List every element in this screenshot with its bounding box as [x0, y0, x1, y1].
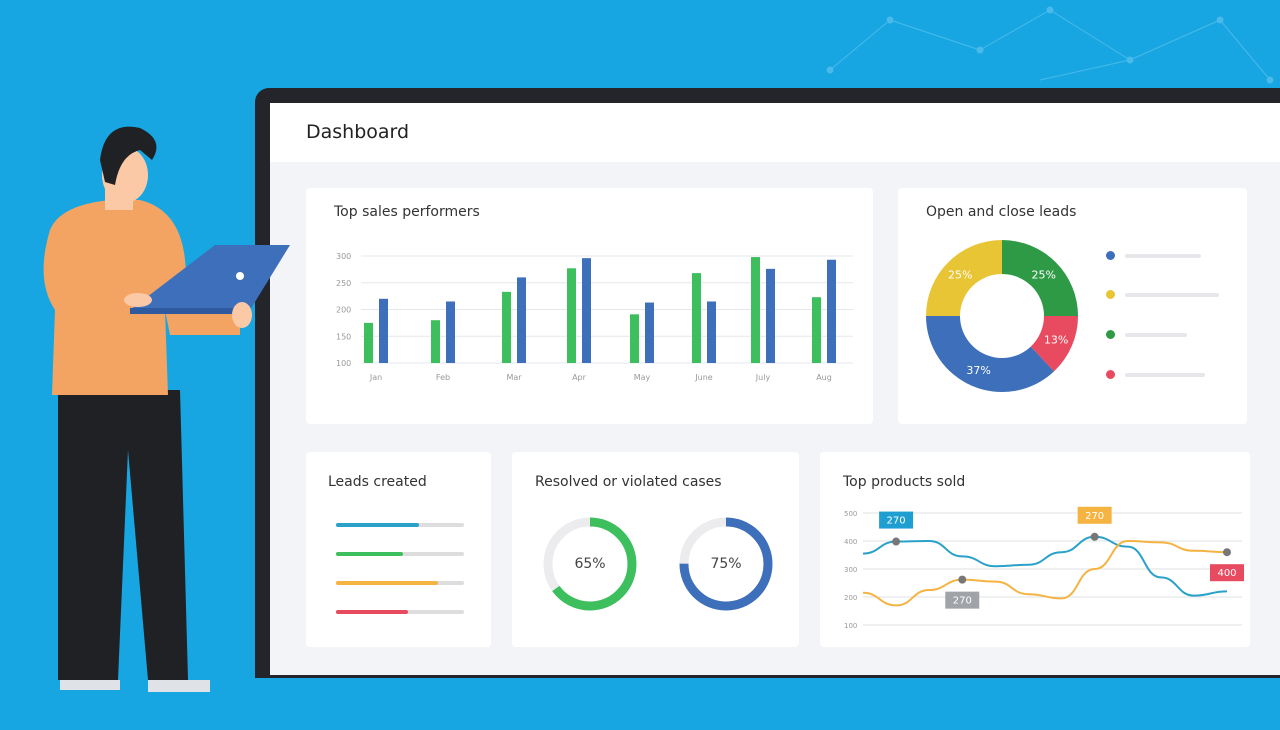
- slice-label: 37%: [966, 364, 990, 377]
- bar: [766, 268, 775, 363]
- data-label-box: [1077, 506, 1112, 524]
- sales-bar-chart: 300 250 200 150 100 Jan Feb Mar Apr May June July Au…: [336, 252, 853, 382]
- bar: [431, 320, 440, 363]
- x-tick-label: Apr: [572, 373, 587, 382]
- lead-progress-bar: [336, 581, 464, 585]
- cases-card: Resolved or violated cases 65% 75%: [512, 452, 799, 647]
- bar: [827, 259, 836, 363]
- sales-card: Top sales performers 300 250 200 150 100 Jan F…: [306, 188, 873, 424]
- bar: [630, 314, 639, 363]
- y-tick-label: 100: [844, 622, 857, 630]
- bar: [502, 291, 511, 363]
- x-tick-label: Aug: [816, 373, 832, 382]
- bar: [364, 322, 373, 363]
- x-tick-label: June: [694, 373, 713, 382]
- y-tick-label: 300: [844, 566, 857, 574]
- products-card: Top products sold 500 400 300 200 100 270 270 2…: [820, 452, 1250, 647]
- bar: [707, 301, 716, 363]
- bar: [751, 257, 760, 363]
- series-line: [862, 535, 1228, 597]
- data-point: [958, 575, 967, 584]
- y-tick-label: 400: [844, 538, 857, 546]
- legend-item: [1106, 251, 1201, 260]
- x-tick-label: Feb: [436, 373, 450, 382]
- donut-slice: [926, 240, 1002, 316]
- progress-fill: [336, 581, 439, 585]
- header: Dashboard: [270, 103, 1280, 162]
- y-tick-label: 300: [336, 252, 351, 261]
- bar: [645, 302, 654, 363]
- leads-card: Open and close leads 25% 13% 37% 25%: [898, 188, 1247, 424]
- data-label-box: [945, 591, 980, 609]
- bar: [379, 298, 388, 363]
- x-tick-label: July: [755, 373, 771, 382]
- data-label-box: [1210, 564, 1244, 582]
- legend-item: [1106, 370, 1205, 379]
- card-title: Resolved or violated cases: [535, 474, 722, 490]
- progress-fill: [336, 552, 403, 556]
- y-tick-label: 200: [336, 306, 351, 315]
- donut-slice: [1002, 240, 1078, 316]
- bar: [692, 273, 701, 363]
- legend-item: [1106, 290, 1219, 299]
- data-label-box: [879, 511, 914, 529]
- person-illustration: [43, 126, 290, 692]
- progress-fill: [336, 610, 408, 614]
- y-tick-label: 150: [336, 332, 351, 341]
- y-tick-label: 250: [336, 279, 351, 288]
- ring-progress: [543, 517, 637, 611]
- lead-progress-bar: [336, 610, 464, 614]
- bar: [582, 258, 591, 363]
- series-line: [862, 539, 1228, 607]
- data-label: 270: [887, 516, 906, 527]
- donut-slice: [926, 316, 1055, 392]
- bar: [446, 301, 455, 363]
- card-title: Open and close leads: [926, 204, 1077, 220]
- x-tick-label: Mar: [506, 373, 522, 382]
- dashboard-screen: Dashboard Top sales performers 300 250 200…: [270, 103, 1280, 675]
- progress-fill: [336, 523, 420, 527]
- data-label: 400: [1217, 568, 1236, 579]
- page-title: Dashboard: [306, 121, 410, 143]
- y-tick-label: 200: [844, 594, 857, 602]
- donut-slice: [1030, 316, 1078, 372]
- leads-donut-chart: 25% 13% 37% 25%: [926, 240, 1078, 392]
- products-line-chart: 500 400 300 200 100 270 270 270 400: [844, 506, 1244, 630]
- lead-progress-bar: [336, 523, 464, 527]
- lead-progress-bar: [336, 552, 464, 556]
- card-title: Leads created: [328, 474, 427, 490]
- slice-label: 25%: [1031, 268, 1055, 281]
- data-point: [1223, 548, 1231, 557]
- data-point: [1090, 532, 1099, 541]
- bar: [812, 297, 821, 363]
- cases-rings: [543, 517, 773, 611]
- bar: [567, 268, 576, 363]
- x-tick-label: Jan: [369, 373, 382, 382]
- ring-label: 65%: [574, 556, 606, 572]
- ring-label: 75%: [710, 556, 742, 572]
- leads-created-card: Leads created: [306, 452, 491, 647]
- x-tick-label: May: [634, 373, 651, 382]
- y-tick-label: 100: [336, 359, 351, 368]
- slice-label: 25%: [948, 268, 972, 281]
- data-label: 270: [1085, 511, 1104, 522]
- data-point: [892, 537, 901, 546]
- y-tick-label: 500: [844, 510, 857, 518]
- data-label: 270: [953, 596, 972, 607]
- legend-item: [1106, 330, 1187, 339]
- slice-label: 13%: [1044, 333, 1068, 346]
- background-network: [826, 6, 1274, 84]
- card-title: Top sales performers: [334, 204, 480, 220]
- ring-progress: [679, 517, 773, 611]
- card-title: Top products sold: [843, 474, 966, 490]
- bar: [517, 277, 526, 363]
